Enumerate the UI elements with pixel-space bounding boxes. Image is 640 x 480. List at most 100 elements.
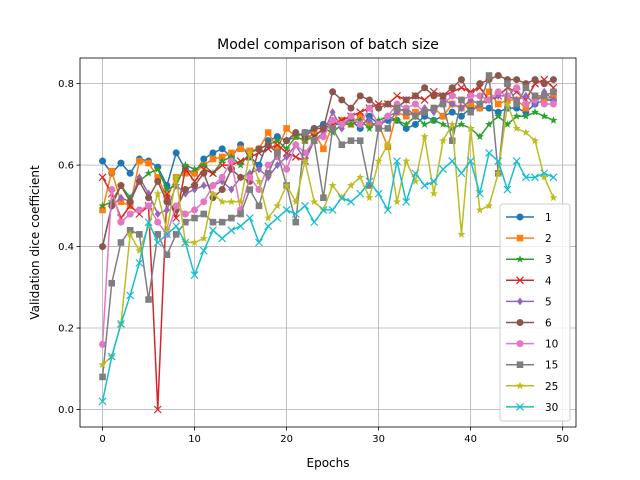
data-point bbox=[356, 137, 364, 144]
data-point bbox=[181, 165, 190, 174]
legend-swatch-marker bbox=[516, 213, 524, 221]
data-point bbox=[126, 193, 135, 202]
data-point bbox=[513, 76, 521, 84]
data-point bbox=[503, 120, 512, 128]
data-point bbox=[227, 157, 235, 165]
data-point bbox=[117, 181, 125, 189]
data-point bbox=[356, 92, 364, 100]
data-point bbox=[136, 231, 143, 238]
data-point bbox=[420, 181, 429, 190]
data-point bbox=[245, 214, 254, 222]
data-point bbox=[494, 72, 502, 80]
data-point bbox=[540, 169, 549, 178]
data-point bbox=[154, 174, 162, 181]
data-point bbox=[476, 104, 484, 112]
data-point bbox=[246, 173, 254, 181]
data-point bbox=[181, 210, 189, 218]
ticks: 0 10 20 30 40 50 0.0 0.2 0.4 0.6 0.8 bbox=[58, 79, 569, 445]
legend-item: 25 bbox=[506, 381, 558, 393]
data-point bbox=[366, 116, 373, 125]
data-point bbox=[439, 120, 448, 128]
data-point bbox=[467, 108, 474, 116]
data-point bbox=[540, 96, 548, 104]
legend-label: 25 bbox=[545, 381, 558, 393]
data-point bbox=[98, 360, 107, 369]
data-point bbox=[365, 104, 373, 112]
data-point bbox=[209, 226, 217, 235]
data-point bbox=[531, 76, 539, 84]
legend-item: 4 bbox=[506, 275, 552, 287]
data-point bbox=[163, 205, 170, 214]
data-point bbox=[448, 92, 456, 100]
data-point bbox=[457, 112, 465, 120]
data-point bbox=[117, 320, 125, 328]
data-point bbox=[291, 197, 300, 206]
data-point bbox=[347, 137, 355, 144]
data-point bbox=[411, 169, 420, 178]
data-point bbox=[531, 173, 539, 182]
data-point bbox=[448, 120, 457, 128]
data-point bbox=[512, 112, 521, 120]
data-point bbox=[163, 198, 171, 206]
data-point bbox=[485, 148, 493, 157]
data-point bbox=[218, 186, 226, 194]
data-point bbox=[393, 91, 401, 100]
data-point bbox=[411, 100, 419, 108]
data-point bbox=[347, 181, 355, 189]
data-point bbox=[329, 125, 336, 132]
data-point bbox=[292, 129, 300, 137]
data-point bbox=[145, 202, 153, 210]
data-point bbox=[521, 128, 530, 136]
data-point bbox=[117, 239, 125, 246]
data-point bbox=[319, 205, 328, 214]
data-point bbox=[209, 181, 217, 189]
data-point bbox=[549, 193, 558, 202]
data-point bbox=[108, 279, 116, 287]
data-point bbox=[467, 92, 475, 100]
data-point bbox=[347, 104, 355, 112]
data-point bbox=[172, 149, 180, 157]
data-point bbox=[264, 222, 273, 231]
data-point bbox=[218, 161, 227, 170]
data-point bbox=[467, 100, 474, 108]
data-point bbox=[476, 100, 484, 108]
data-point bbox=[356, 120, 364, 128]
data-point bbox=[264, 169, 272, 177]
data-point bbox=[504, 80, 511, 87]
data-point bbox=[328, 181, 337, 189]
data-point bbox=[283, 137, 291, 145]
data-point bbox=[255, 202, 263, 210]
legend-swatch-marker bbox=[516, 340, 524, 348]
data-point bbox=[338, 120, 346, 128]
data-point bbox=[338, 96, 346, 104]
legend-box bbox=[499, 203, 571, 422]
data-point bbox=[199, 234, 208, 242]
legend-label: 10 bbox=[545, 339, 558, 351]
data-point bbox=[402, 156, 411, 165]
data-point bbox=[282, 144, 291, 153]
data-point bbox=[328, 205, 337, 214]
data-point bbox=[393, 157, 401, 165]
data-point bbox=[200, 210, 208, 218]
data-point bbox=[457, 120, 466, 128]
data-point bbox=[145, 194, 153, 202]
data-point bbox=[135, 258, 144, 267]
data-point bbox=[494, 112, 503, 120]
data-point bbox=[144, 218, 153, 227]
data-point bbox=[439, 92, 447, 100]
legend: 1 2 3 4 5 6 10 15 25 30 bbox=[499, 203, 571, 422]
legend-swatch-marker bbox=[516, 234, 524, 242]
data-point bbox=[457, 169, 466, 178]
data-point bbox=[320, 194, 327, 201]
data-point bbox=[191, 181, 199, 189]
data-point bbox=[411, 120, 419, 128]
data-point bbox=[273, 214, 282, 222]
data-point bbox=[199, 160, 208, 169]
data-point bbox=[172, 231, 180, 238]
data-point bbox=[237, 173, 245, 181]
legend-swatch-marker bbox=[516, 361, 524, 368]
legend-label: 1 bbox=[545, 212, 552, 224]
legend-swatch-marker bbox=[516, 255, 524, 263]
data-point bbox=[383, 205, 392, 214]
data-point bbox=[255, 161, 263, 169]
